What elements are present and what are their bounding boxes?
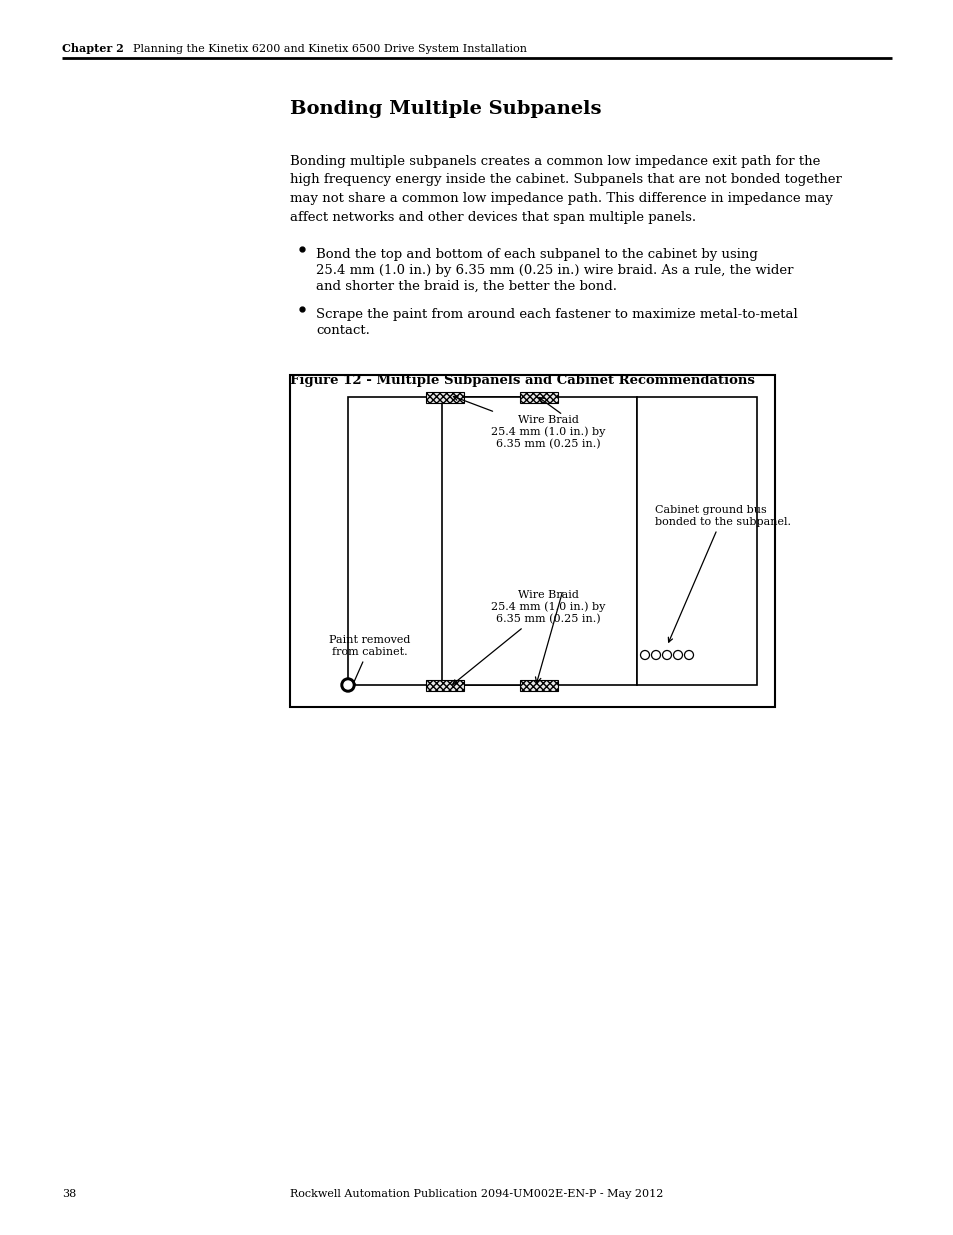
Bar: [520, 391, 558, 403]
Text: contact.: contact.: [315, 324, 370, 337]
Text: Paint removed
from cabinet.: Paint removed from cabinet.: [329, 635, 410, 687]
Bar: [441, 396, 637, 685]
Text: Rockwell Automation Publication 2094-UM002E-EN-P - May 2012: Rockwell Automation Publication 2094-UM0…: [290, 1189, 663, 1199]
Text: 38: 38: [62, 1189, 76, 1199]
Text: Planning the Kinetix 6200 and Kinetix 6500 Drive System Installation: Planning the Kinetix 6200 and Kinetix 65…: [132, 44, 526, 54]
Bar: [290, 375, 774, 706]
Text: Figure 12 - Multiple Subpanels and Cabinet Recommendations: Figure 12 - Multiple Subpanels and Cabin…: [290, 374, 754, 387]
Text: Cabinet ground bus
bonded to the subpanel.: Cabinet ground bus bonded to the subpane…: [655, 505, 790, 642]
Bar: [426, 391, 464, 403]
Text: Bonding Multiple Subpanels: Bonding Multiple Subpanels: [290, 100, 601, 119]
Bar: [520, 679, 558, 690]
Text: Wire Braid
25.4 mm (1.0 in.) by
6.35 mm (0.25 in.): Wire Braid 25.4 mm (1.0 in.) by 6.35 mm …: [453, 590, 604, 684]
Text: Wire Braid
25.4 mm (1.0 in.) by
6.35 mm (0.25 in.): Wire Braid 25.4 mm (1.0 in.) by 6.35 mm …: [453, 396, 604, 450]
Bar: [637, 396, 757, 685]
Text: Bonding multiple subpanels creates a common low impedance exit path for the
high: Bonding multiple subpanels creates a com…: [290, 156, 841, 224]
Bar: [426, 679, 464, 690]
Text: 25.4 mm (1.0 in.) by 6.35 mm (0.25 in.) wire braid. As a rule, the wider: 25.4 mm (1.0 in.) by 6.35 mm (0.25 in.) …: [315, 264, 793, 277]
Text: Scrape the paint from around each fastener to maximize metal-to-metal: Scrape the paint from around each fasten…: [315, 308, 797, 321]
Circle shape: [340, 678, 355, 692]
Text: and shorter the braid is, the better the bond.: and shorter the braid is, the better the…: [315, 280, 617, 293]
Text: Chapter 2: Chapter 2: [62, 43, 124, 54]
Text: Bond the top and bottom of each subpanel to the cabinet by using: Bond the top and bottom of each subpanel…: [315, 248, 757, 261]
Circle shape: [344, 680, 352, 689]
Bar: [348, 396, 542, 685]
